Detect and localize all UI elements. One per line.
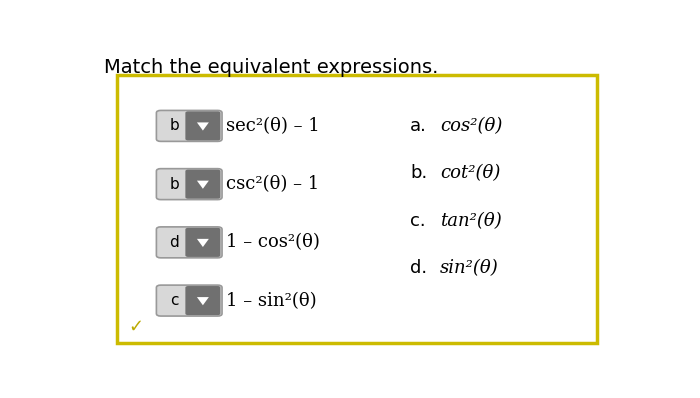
FancyBboxPatch shape xyxy=(186,286,220,315)
Bar xyxy=(188,172,195,197)
Polygon shape xyxy=(197,239,209,247)
Polygon shape xyxy=(197,123,209,131)
Text: c: c xyxy=(170,293,178,308)
Text: a.: a. xyxy=(410,117,427,135)
Text: sin²(θ): sin²(θ) xyxy=(440,259,499,277)
FancyBboxPatch shape xyxy=(156,227,222,258)
Text: d.: d. xyxy=(410,259,428,277)
Bar xyxy=(188,288,195,313)
Text: 1 – sin²(θ): 1 – sin²(θ) xyxy=(226,292,316,310)
Text: csc²(θ) – 1: csc²(θ) – 1 xyxy=(226,175,319,193)
Text: tan²(θ): tan²(θ) xyxy=(440,212,502,230)
FancyBboxPatch shape xyxy=(118,75,598,343)
FancyBboxPatch shape xyxy=(156,169,222,200)
FancyBboxPatch shape xyxy=(186,170,220,199)
Text: cot²(θ): cot²(θ) xyxy=(440,164,500,182)
Text: b: b xyxy=(169,177,179,191)
FancyBboxPatch shape xyxy=(186,228,220,257)
FancyBboxPatch shape xyxy=(156,110,222,141)
FancyBboxPatch shape xyxy=(186,111,220,140)
Text: b.: b. xyxy=(410,164,428,182)
Text: sec²(θ) – 1: sec²(θ) – 1 xyxy=(226,117,320,135)
Text: Match the equivalent expressions.: Match the equivalent expressions. xyxy=(104,59,438,78)
Text: cos²(θ): cos²(θ) xyxy=(440,117,503,135)
Bar xyxy=(188,230,195,255)
Polygon shape xyxy=(197,181,209,189)
Bar xyxy=(188,113,195,139)
Text: c.: c. xyxy=(410,212,426,230)
Text: 1 – cos²(θ): 1 – cos²(θ) xyxy=(226,233,320,252)
Text: d: d xyxy=(169,235,179,250)
Text: ✓: ✓ xyxy=(128,318,144,336)
Polygon shape xyxy=(197,297,209,305)
FancyBboxPatch shape xyxy=(156,285,222,316)
Text: b: b xyxy=(169,119,179,133)
